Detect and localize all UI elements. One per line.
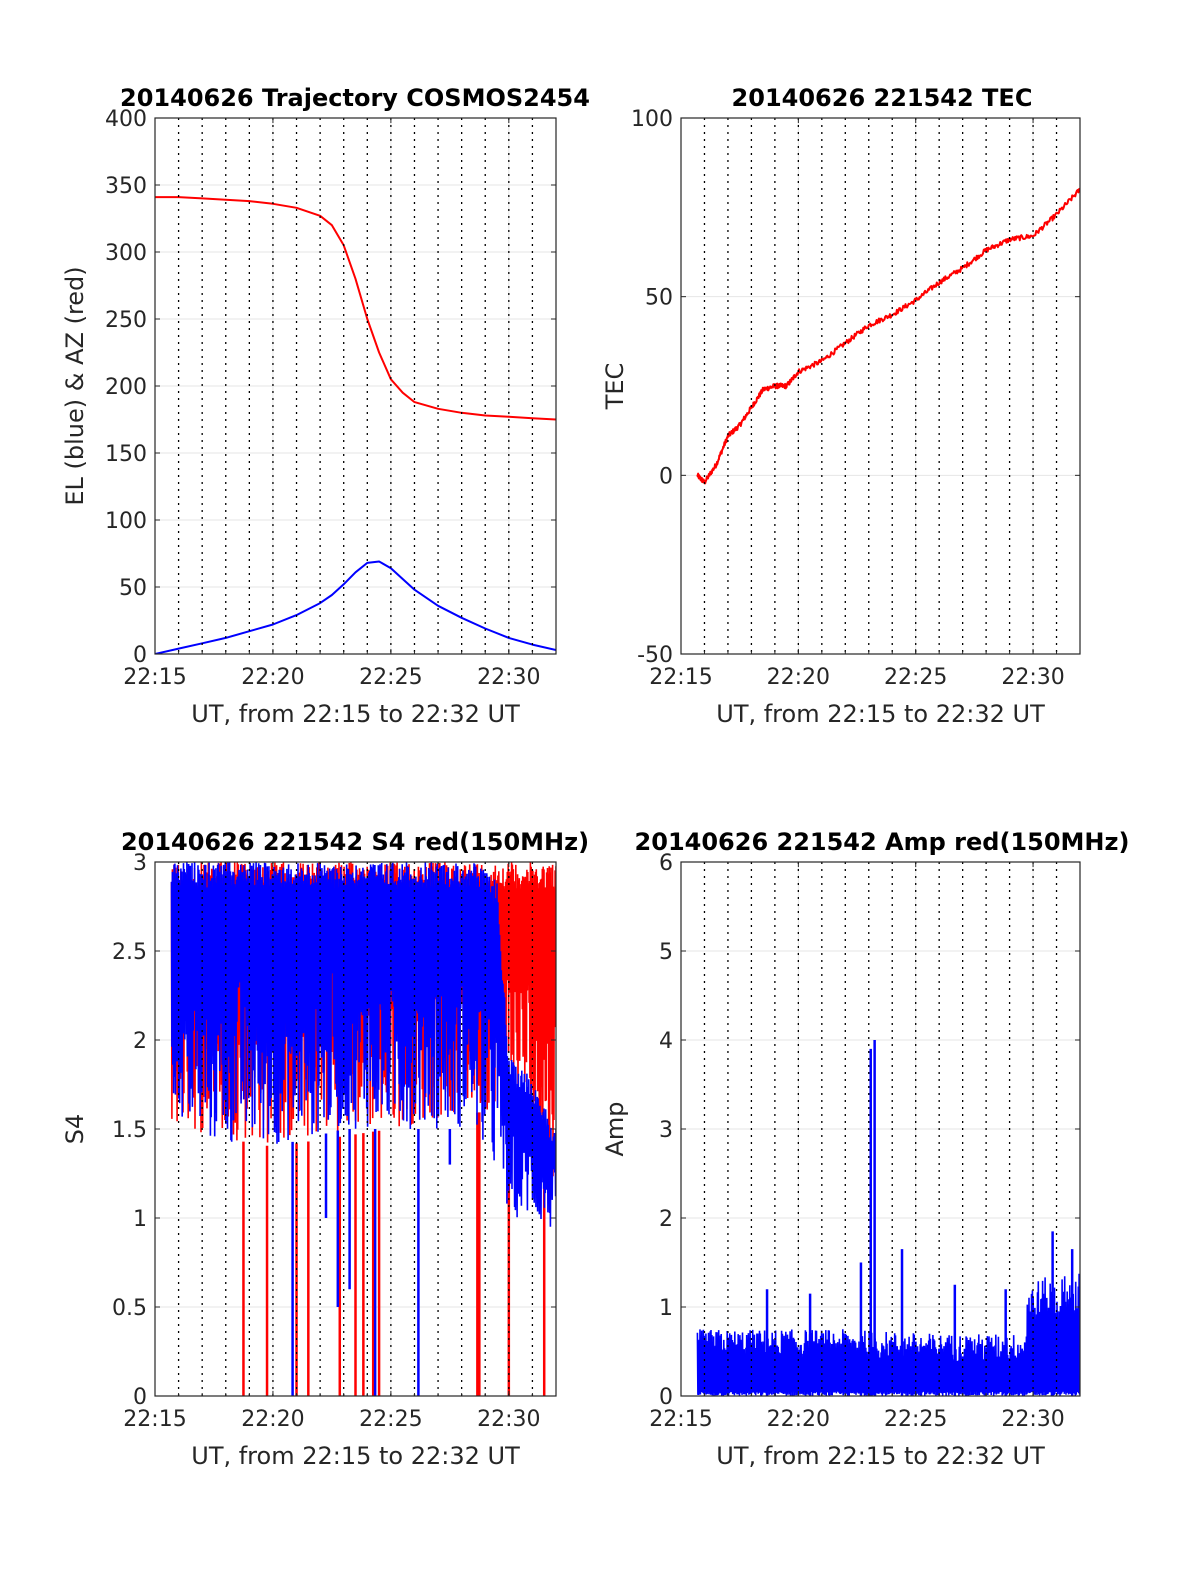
x-tick-label: 22:15 bbox=[123, 1407, 186, 1432]
x-tick-label: 22:20 bbox=[767, 665, 830, 690]
x-tick-label: 22:25 bbox=[359, 1407, 422, 1432]
x-tick-label: 22:25 bbox=[359, 665, 422, 690]
s4-series-trace-0 bbox=[170, 862, 556, 1177]
s4-x-label: UT, from 22:15 to 22:32 UT bbox=[191, 1442, 520, 1470]
y-tick-label: 5 bbox=[659, 940, 673, 965]
y-tick-label: 100 bbox=[631, 107, 673, 132]
y-tick-label: 2 bbox=[133, 1029, 147, 1054]
y-tick-label: 0 bbox=[133, 1385, 147, 1410]
amp-y-label: Amp bbox=[601, 1101, 629, 1156]
y-tick-label: 0 bbox=[659, 1385, 673, 1410]
s4-y-label: S4 bbox=[61, 1114, 89, 1145]
y-tick-label: 3 bbox=[659, 1118, 673, 1143]
amp-panel: 0 1 2 3 4 5 6 22:15 22:20 22:25 22:30 20140626 221… bbox=[601, 828, 1129, 1470]
trajectory-series-line-1 bbox=[155, 560, 556, 654]
s4-panel: 0 0.5 1 1.5 2 2.5 3 22:15 22:20 22:25 22:30 201406… bbox=[61, 828, 589, 1470]
x-tick-label: 22:15 bbox=[649, 665, 712, 690]
amp-plot-area: 0 1 2 3 4 5 6 22:15 22:20 22:25 22:30 bbox=[649, 851, 1081, 1432]
y-tick-label: 1 bbox=[659, 1296, 673, 1321]
x-tick-label: 22:30 bbox=[1001, 665, 1064, 690]
tec-axes-box bbox=[680, 117, 1081, 655]
s4-plot-area: 0 0.5 1 1.5 2 2.5 3 22:15 22:20 22:25 22:30 bbox=[112, 851, 557, 1432]
trajectory-series-line-0 bbox=[155, 196, 556, 421]
y-tick-label: 1.5 bbox=[112, 1118, 147, 1143]
x-tick-label: 22:30 bbox=[477, 665, 540, 690]
y-tick-label: 100 bbox=[105, 509, 147, 534]
y-tick-label: 3 bbox=[133, 851, 147, 876]
amp-x-label: UT, from 22:15 to 22:32 UT bbox=[716, 1442, 1045, 1470]
y-tick-label: 400 bbox=[105, 107, 147, 132]
y-tick-label: -50 bbox=[637, 643, 673, 668]
y-tick-label: 0 bbox=[133, 643, 147, 668]
series-group bbox=[696, 187, 1080, 485]
y-tick-label: 50 bbox=[645, 286, 673, 311]
amp-title: 20140626 221542 Amp red(150MHz) bbox=[635, 828, 1130, 856]
amp-series-trace-0 bbox=[696, 1273, 1080, 1396]
x-tick-label: 22:30 bbox=[1001, 1407, 1064, 1432]
y-tick-label: 300 bbox=[105, 241, 147, 266]
tec-y-label: TEC bbox=[601, 363, 629, 411]
series-group bbox=[155, 196, 556, 654]
x-tick-label: 22:25 bbox=[884, 665, 947, 690]
y-tick-label: 2.5 bbox=[112, 940, 147, 965]
y-tick-label: 250 bbox=[105, 308, 147, 333]
tec-title: 20140626 221542 TEC bbox=[732, 84, 1033, 112]
x-tick-label: 22:15 bbox=[649, 1407, 712, 1432]
s4-title: 20140626 221542 S4 red(150MHz) bbox=[121, 828, 589, 856]
y-tick-label: 1 bbox=[133, 1207, 147, 1232]
y-tick-label: 200 bbox=[105, 375, 147, 400]
tec-panel: -50 0 50 100 22:15 22:20 22:25 22:30 20140626 2… bbox=[601, 84, 1081, 728]
x-tick-label: 22:20 bbox=[767, 1407, 830, 1432]
s4-series-trace-1 bbox=[170, 862, 556, 1227]
y-tick-label: 6 bbox=[659, 851, 673, 876]
series-group bbox=[696, 1040, 1080, 1396]
trajectory-x-label: UT, from 22:15 to 22:32 UT bbox=[191, 700, 520, 728]
y-tick-label: 0 bbox=[659, 464, 673, 489]
trajectory-panel: 0 50 100 150 200 250 300 350 400 22:15 22:20 22:25 2… bbox=[61, 84, 590, 728]
x-tick-label: 22:25 bbox=[884, 1407, 947, 1432]
series-group bbox=[170, 862, 556, 1396]
trajectory-y-label: EL (blue) & AZ (red) bbox=[61, 266, 89, 505]
x-tick-label: 22:20 bbox=[241, 1407, 304, 1432]
x-tick-label: 22:20 bbox=[241, 665, 304, 690]
y-tick-label: 2 bbox=[659, 1207, 673, 1232]
tec-series-line-0 bbox=[696, 187, 1080, 485]
y-tick-label: 150 bbox=[105, 442, 147, 467]
y-tick-label: 0.5 bbox=[112, 1296, 147, 1321]
trajectory-plot-area: 0 50 100 150 200 250 300 350 400 22:15 22:20 22:25 2… bbox=[105, 107, 557, 690]
tec-plot-area: -50 0 50 100 22:15 22:20 22:25 22:30 bbox=[631, 107, 1081, 690]
y-tick-label: 50 bbox=[119, 576, 147, 601]
x-tick-label: 22:15 bbox=[123, 665, 186, 690]
x-tick-label: 22:30 bbox=[477, 1407, 540, 1432]
tec-x-label: UT, from 22:15 to 22:32 UT bbox=[716, 700, 1045, 728]
trajectory-title: 20140626 Trajectory COSMOS2454 bbox=[120, 84, 590, 112]
y-tick-label: 350 bbox=[105, 174, 147, 199]
y-tick-label: 4 bbox=[659, 1029, 673, 1054]
